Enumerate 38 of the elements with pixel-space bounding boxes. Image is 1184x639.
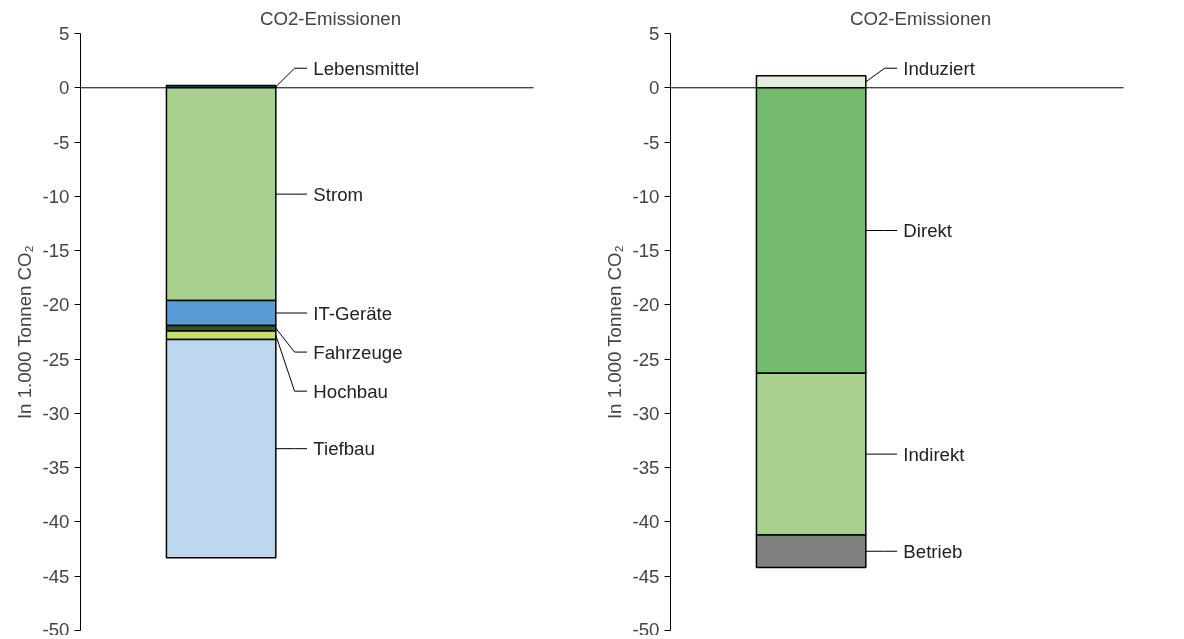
chart-title: CO2-Emissionen — [260, 7, 402, 29]
y-tick-label: -25 — [42, 348, 70, 370]
y-tick-label: 0 — [649, 77, 660, 99]
chart-title: CO2-Emissionen — [850, 7, 992, 29]
y-tick-label: -40 — [632, 511, 660, 533]
legend-label: Tiefbau — [313, 438, 375, 460]
legend-label: Betrieb — [903, 540, 963, 562]
y-tick-label: -50 — [632, 618, 660, 639]
y-tick-label: -10 — [632, 185, 660, 207]
y-tick-label: -25 — [632, 348, 660, 370]
y-tick-label: -20 — [632, 294, 660, 316]
y-tick-label: -15 — [632, 240, 660, 262]
y-axis-title: In 1.000 Tonnen CO₂ — [13, 245, 35, 420]
y-tick-label: -45 — [42, 565, 70, 587]
legend-label: Direkt — [903, 220, 953, 242]
y-tick-label: -5 — [52, 131, 70, 153]
text: Hochbau — [313, 380, 388, 402]
y-tick-label: -40 — [42, 511, 70, 533]
legend-label: IT-Geräte — [313, 302, 393, 324]
y-tick-label: -20 — [42, 294, 70, 316]
legend-label: Fahrzeuge — [313, 341, 403, 363]
legend-label: Strom — [313, 183, 364, 205]
y-tick-label: -30 — [42, 402, 70, 424]
y-tick-label: 0 — [59, 77, 70, 99]
legend-label: Indirekt — [903, 443, 966, 465]
y-tick-label: -45 — [632, 565, 660, 587]
legend-label: Induziert — [903, 57, 976, 79]
y-tick-label: -35 — [632, 457, 660, 479]
y-tick-label: 5 — [649, 23, 660, 44]
y-tick-label: -10 — [42, 185, 70, 207]
legend-label: Lebensmittel — [313, 57, 420, 79]
y-axis-title: In 1.000 Tonnen CO₂ — [603, 245, 625, 420]
y-tick-label: 5 — [59, 23, 70, 44]
y-tick-label: -35 — [42, 457, 70, 479]
y-tick-label: -50 — [42, 618, 70, 639]
y-tick-label: -15 — [42, 240, 70, 262]
y-tick-label: -5 — [642, 131, 660, 153]
y-tick-label: -30 — [632, 402, 660, 424]
